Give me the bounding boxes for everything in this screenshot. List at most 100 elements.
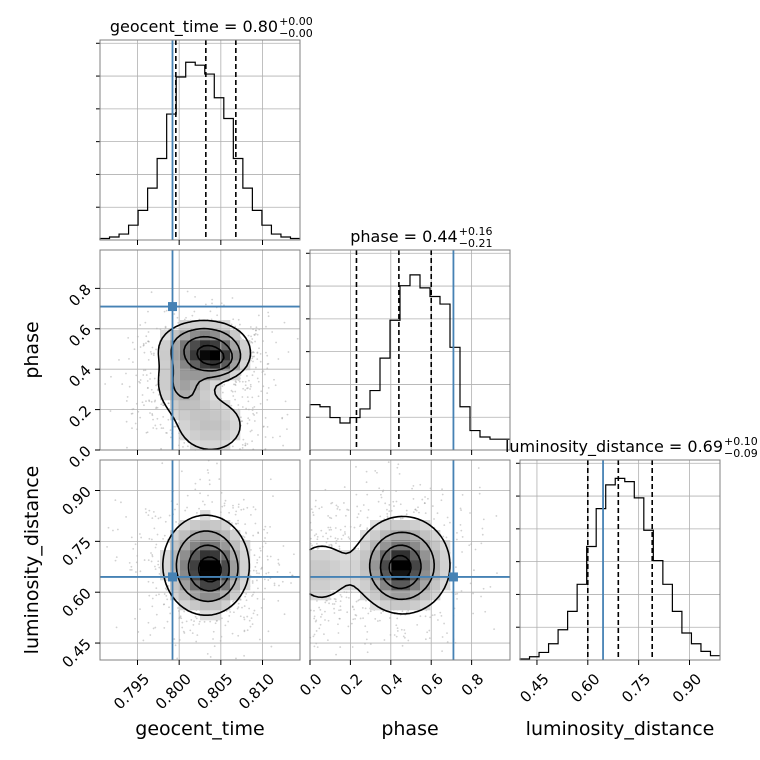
sample-point bbox=[174, 508, 176, 511]
sample-point bbox=[194, 295, 196, 298]
density-cell bbox=[310, 580, 321, 591]
density-cell bbox=[340, 580, 351, 591]
sample-point bbox=[185, 316, 187, 319]
sample-point bbox=[158, 394, 160, 396]
density-cell bbox=[230, 590, 241, 601]
sample-point bbox=[380, 612, 383, 614]
sample-point bbox=[248, 619, 251, 622]
sample-point bbox=[150, 538, 153, 541]
sample-point bbox=[208, 483, 211, 486]
density-cell bbox=[190, 380, 201, 391]
sample-point bbox=[134, 617, 136, 620]
sample-point bbox=[206, 653, 209, 655]
sample-point bbox=[478, 492, 481, 495]
sample-point bbox=[147, 559, 150, 562]
sample-point bbox=[296, 337, 299, 340]
sample-point bbox=[146, 380, 149, 382]
title-sup-luminosity_distance: +0.10 bbox=[724, 435, 758, 448]
sample-point bbox=[278, 584, 280, 587]
density-cell bbox=[210, 600, 221, 611]
density-cell bbox=[180, 320, 191, 331]
sample-point bbox=[183, 441, 186, 444]
sample-point bbox=[186, 494, 189, 497]
sample-point bbox=[388, 510, 391, 512]
sample-point bbox=[395, 500, 398, 503]
sample-point bbox=[254, 340, 256, 343]
sample-point bbox=[328, 528, 331, 531]
sample-point bbox=[251, 407, 254, 409]
density-cell bbox=[200, 570, 211, 581]
sample-point bbox=[151, 414, 154, 417]
density-cell bbox=[220, 320, 231, 331]
density-cell bbox=[220, 600, 231, 611]
sample-point bbox=[245, 592, 248, 595]
x-tick-label-luminosity_distance: 0.45 bbox=[516, 670, 552, 706]
density-cell bbox=[220, 570, 231, 581]
x-tick-label-luminosity_distance: 0.75 bbox=[618, 670, 654, 706]
density-cell bbox=[180, 570, 191, 581]
sample-point bbox=[147, 358, 150, 361]
sample-point bbox=[328, 544, 331, 547]
density-cell bbox=[160, 350, 171, 361]
sample-point bbox=[152, 510, 155, 513]
density-cell bbox=[210, 520, 221, 531]
sample-point bbox=[355, 614, 358, 617]
density-cell bbox=[400, 520, 411, 531]
density-cell bbox=[370, 570, 381, 581]
histogram-geocent_time bbox=[99, 61, 300, 240]
density-cell bbox=[400, 570, 411, 581]
sample-point bbox=[247, 400, 250, 403]
sample-point bbox=[145, 400, 147, 403]
sample-point bbox=[337, 505, 339, 508]
density-cell bbox=[170, 560, 181, 571]
sample-point bbox=[429, 616, 432, 619]
sample-point bbox=[439, 611, 442, 614]
sample-point bbox=[343, 486, 346, 488]
sample-point bbox=[283, 321, 286, 324]
sample-point bbox=[313, 645, 316, 648]
density-cell bbox=[180, 370, 191, 381]
sample-point bbox=[252, 612, 255, 615]
sample-point bbox=[366, 527, 369, 529]
sample-point bbox=[263, 578, 266, 581]
sample-point bbox=[157, 563, 160, 566]
sample-point bbox=[291, 574, 293, 577]
sample-point bbox=[241, 380, 244, 383]
title-phase: phase = 0.44 bbox=[350, 227, 457, 246]
sample-point bbox=[454, 593, 457, 596]
sample-point bbox=[455, 538, 458, 541]
sample-point bbox=[235, 523, 238, 525]
sample-point bbox=[241, 420, 244, 423]
density-cell bbox=[180, 540, 191, 551]
sample-point bbox=[407, 639, 410, 642]
sample-point bbox=[245, 407, 248, 410]
sample-point bbox=[256, 572, 258, 574]
density-cell bbox=[220, 440, 231, 451]
sample-point bbox=[354, 617, 356, 620]
density-cell bbox=[170, 330, 181, 341]
sample-point bbox=[481, 533, 484, 536]
sample-point bbox=[316, 547, 319, 550]
sample-point bbox=[428, 637, 431, 640]
density-cell bbox=[230, 570, 241, 581]
sample-point bbox=[145, 374, 148, 376]
sample-point bbox=[221, 505, 224, 508]
sample-point bbox=[236, 607, 239, 610]
sample-point bbox=[168, 514, 171, 517]
sample-point bbox=[312, 514, 315, 516]
sample-point bbox=[365, 481, 368, 484]
density-cell bbox=[230, 430, 241, 441]
sample-point bbox=[325, 532, 328, 535]
density-cell bbox=[190, 320, 201, 331]
sample-point bbox=[396, 617, 399, 620]
sample-point bbox=[266, 399, 269, 401]
sample-point bbox=[314, 620, 317, 623]
sample-point bbox=[143, 351, 146, 354]
panel-frame bbox=[99, 249, 301, 451]
density-cell bbox=[410, 590, 421, 601]
sample-point bbox=[155, 594, 158, 597]
sample-point bbox=[437, 619, 439, 621]
density-cell bbox=[390, 570, 401, 581]
sample-point bbox=[365, 470, 368, 473]
